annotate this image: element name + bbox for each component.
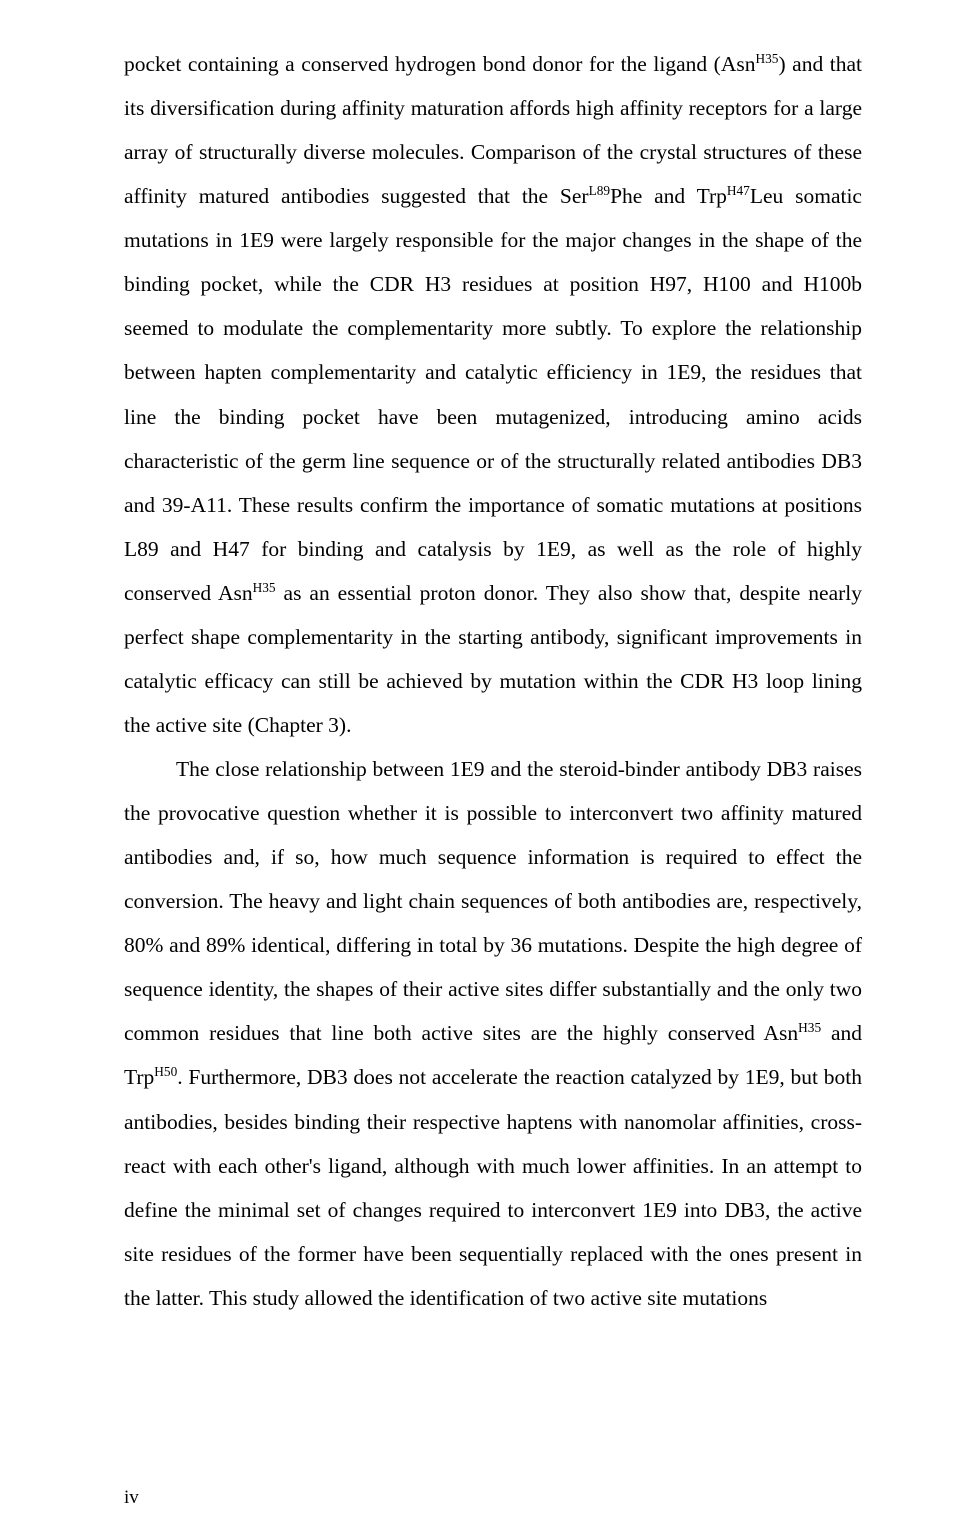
p1-run4: Leu somatic mutations in 1E9 were largel…	[124, 184, 862, 605]
p2-run3: . Furthermore, DB3 does not accelerate t…	[124, 1065, 862, 1309]
document-page: pocket containing a conserved hydrogen b…	[0, 0, 960, 1539]
p2-run1: The close relationship between 1E9 and t…	[124, 757, 862, 1045]
p1-sup2: L89	[589, 183, 610, 198]
p1-sup1: H35	[755, 51, 778, 66]
paragraph-1: pocket containing a conserved hydrogen b…	[124, 42, 862, 747]
p1-sup4: H35	[253, 580, 276, 595]
p2-sup2: H50	[154, 1064, 177, 1079]
p2-sup1: H35	[798, 1020, 821, 1035]
p1-run1: pocket containing a conserved hydrogen b…	[124, 52, 755, 76]
page-number: iv	[124, 1487, 139, 1509]
paragraph-2: The close relationship between 1E9 and t…	[124, 747, 862, 1320]
p1-sup3: H47	[727, 183, 750, 198]
body-text-block: pocket containing a conserved hydrogen b…	[124, 42, 862, 1320]
p1-run3: Phe and Trp	[610, 184, 727, 208]
